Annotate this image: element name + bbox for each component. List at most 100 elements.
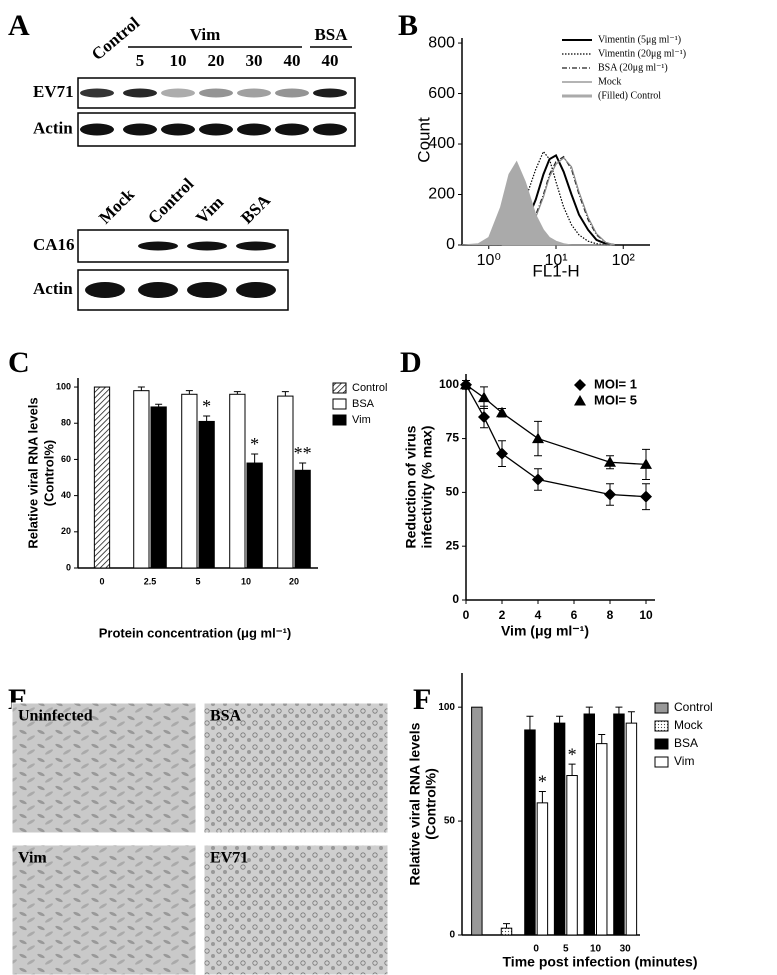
blot-band — [237, 88, 271, 98]
column-header: Control — [144, 174, 197, 227]
legend-label: Control — [674, 700, 713, 714]
point — [532, 432, 544, 444]
x-axis-label: Protein concentration (μg ml⁻¹) — [99, 625, 292, 640]
x-tick-label: 20 — [289, 576, 299, 586]
blot-band — [80, 123, 114, 136]
significance-label: * — [202, 396, 211, 416]
y-axis-label: Relative viral RNA levels — [407, 722, 423, 885]
x-tick-label: 2.5 — [144, 576, 157, 586]
x-axis-label: FL1-H — [532, 261, 579, 280]
blot-band — [313, 88, 347, 98]
legend-label: Vim — [674, 754, 694, 768]
y-tick-label: 100 — [438, 702, 455, 713]
error-bar — [615, 706, 623, 715]
x-tick-label: 10 — [590, 944, 602, 955]
micrograph — [11, 844, 197, 975]
point — [496, 447, 508, 460]
blot-band — [161, 88, 195, 98]
significance-label: * — [568, 744, 577, 764]
y-tick-label: 50 — [446, 485, 460, 499]
point — [478, 391, 490, 403]
lane-label: 5 — [136, 51, 145, 70]
x-tick-label: 10¹ — [544, 252, 567, 269]
y-tick-label: 80 — [61, 418, 71, 428]
error-bar — [233, 391, 241, 395]
y-axis-label: Relative viral RNA levels — [25, 397, 40, 548]
x-tick-label: 10 — [639, 608, 653, 622]
blot-band — [237, 123, 271, 136]
x-tick-label: 30 — [620, 944, 632, 955]
lane-label: 40 — [284, 51, 301, 70]
significance-label: ** — [294, 443, 312, 463]
x-tick-label: 2 — [499, 608, 506, 622]
legend-label: Vim — [352, 414, 371, 426]
y-tick-label: 200 — [428, 186, 455, 203]
error-bar — [155, 403, 163, 407]
row-label: CA16 — [33, 235, 75, 254]
legend-label: Mock — [598, 76, 621, 87]
bar — [246, 462, 263, 569]
micrograph-label: Uninfected — [18, 708, 93, 725]
bar — [198, 420, 215, 569]
error-bar — [137, 386, 145, 391]
group-label: Vim — [190, 25, 221, 44]
column-header: Vim — [192, 193, 227, 228]
y-tick-label: 600 — [428, 85, 455, 102]
blot-band — [187, 282, 227, 298]
error-bar — [556, 715, 564, 724]
x-tick-label: 10² — [612, 252, 636, 269]
x-tick-label: 0 — [99, 576, 104, 586]
legend-label: MOI= 5 — [594, 392, 637, 407]
error-bar — [281, 391, 289, 397]
blot-band — [199, 123, 233, 136]
legend-swatch — [332, 382, 347, 394]
legend-label: Control — [352, 382, 387, 394]
y-tick-label: 50 — [444, 816, 456, 827]
panel-label: F — [413, 683, 431, 716]
error-bar — [598, 734, 606, 744]
point — [604, 488, 616, 501]
legend-label: Mock — [674, 718, 704, 732]
y-tick-label: 800 — [428, 34, 455, 51]
bar — [566, 775, 578, 936]
micrograph — [203, 844, 389, 975]
error-bar — [503, 923, 510, 929]
bar — [93, 386, 111, 569]
y-tick-label: 0 — [446, 236, 455, 253]
legend-label: BSA (20μg ml⁻¹) — [598, 62, 668, 73]
legend-label: MOI= 1 — [594, 376, 637, 391]
blot-band — [236, 241, 276, 251]
x-tick-label: 4 — [535, 608, 542, 622]
bar — [613, 713, 625, 936]
panel-label: D — [400, 346, 422, 379]
lane-label: 30 — [246, 51, 263, 70]
bar — [596, 743, 608, 936]
point — [460, 378, 472, 390]
lane-label: 40 — [322, 51, 339, 70]
error-bar — [299, 462, 307, 471]
bar — [181, 393, 198, 569]
legend-label: BSA — [674, 736, 698, 750]
blot-band — [138, 282, 178, 298]
legend-swatch — [654, 702, 669, 714]
x-axis-label: Time post infection (minutes) — [503, 954, 698, 970]
blot-band — [123, 88, 157, 98]
column-header: Mock — [95, 184, 138, 227]
blot-band — [85, 282, 125, 298]
bar — [625, 722, 638, 936]
legend-swatch — [654, 720, 669, 732]
y-axis-label: infectivity (% max) — [419, 426, 435, 549]
point — [532, 473, 544, 486]
micrograph-label: BSA — [210, 708, 242, 725]
error-bar — [526, 715, 534, 730]
bar — [500, 927, 513, 936]
bar — [229, 393, 246, 569]
micrograph — [203, 702, 389, 834]
group-label: BSA — [314, 25, 348, 44]
significance-label: * — [538, 772, 547, 792]
y-tick-label: 40 — [61, 490, 71, 500]
y-tick-label: 25 — [446, 538, 460, 552]
error-bar — [185, 390, 193, 395]
y-axis-label: Reduction of virus — [403, 425, 419, 548]
y-tick-label: 100 — [439, 377, 459, 391]
